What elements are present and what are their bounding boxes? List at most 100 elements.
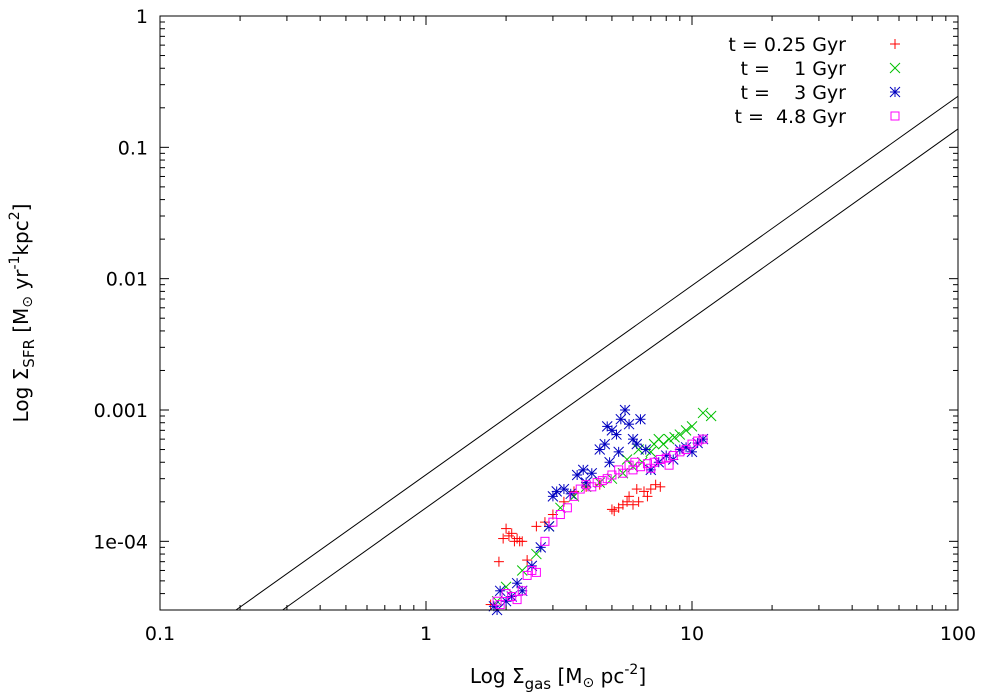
data-point	[512, 595, 522, 605]
relation-upper	[235, 95, 959, 611]
marker-stroke	[571, 469, 583, 481]
marker-stroke	[592, 478, 602, 488]
marker-stroke	[681, 445, 691, 455]
data-point	[705, 410, 717, 422]
data-point	[503, 530, 514, 541]
data-point	[698, 434, 708, 444]
marker-stroke	[527, 565, 537, 575]
marker-stroke	[581, 480, 591, 490]
data-point	[527, 565, 537, 575]
marker-stroke	[631, 438, 643, 450]
data-point	[619, 404, 631, 416]
marker-stroke	[687, 439, 697, 449]
marker-stroke	[500, 581, 512, 593]
marker-stroke	[492, 596, 502, 606]
data-point	[548, 517, 558, 527]
marker-stroke	[540, 536, 550, 546]
marker-stroke	[697, 407, 709, 419]
marker-stroke	[558, 483, 570, 495]
relation-lower	[282, 128, 959, 611]
data-point	[531, 567, 541, 577]
data-point	[592, 478, 602, 488]
data-point	[681, 445, 691, 455]
x-axis-label: Log Σgas [M⊙ pc-2]	[470, 662, 646, 693]
x-tick-label: 10	[680, 623, 704, 645]
series-1	[491, 407, 717, 607]
data-points	[485, 404, 717, 616]
data-point	[675, 447, 685, 457]
marker-stroke	[494, 585, 506, 597]
legend-marker	[889, 62, 901, 74]
marker-stroke	[657, 438, 669, 450]
marker-stroke	[627, 433, 639, 445]
marker-stroke	[692, 437, 703, 449]
data-point	[540, 536, 550, 546]
data-point	[506, 591, 518, 602]
data-point	[697, 407, 709, 419]
data-point	[674, 429, 686, 440]
data-point	[501, 589, 511, 599]
data-point	[633, 496, 644, 507]
series-0	[485, 479, 666, 610]
data-point	[627, 499, 638, 510]
data-point	[611, 429, 622, 440]
y-tick-label: 0.01	[106, 269, 148, 291]
marker-stroke	[693, 436, 703, 446]
y-axis-label: Log ΣSFR [M⊙ yr-1kpc2]	[7, 204, 38, 423]
marker-stroke	[655, 454, 665, 464]
marker-stroke	[680, 424, 692, 436]
series-3	[492, 434, 708, 610]
marker-stroke	[664, 460, 674, 470]
marker-stroke	[697, 433, 709, 445]
plot-frame	[159, 15, 959, 611]
data-point	[601, 421, 613, 432]
x-tick-label: 1	[420, 623, 432, 645]
data-point	[680, 441, 692, 453]
marker-stroke	[642, 459, 652, 469]
marker-stroke	[661, 453, 671, 463]
data-point	[657, 438, 669, 450]
marker-stroke	[635, 462, 645, 472]
marker-stroke	[512, 595, 522, 605]
marker-stroke	[674, 444, 686, 455]
marker-stroke	[580, 477, 592, 488]
data-point	[622, 496, 633, 507]
marker-stroke	[686, 421, 698, 432]
marker-stroke	[889, 62, 901, 74]
marker-stroke	[526, 560, 538, 572]
marker-stroke	[680, 441, 692, 453]
data-point	[640, 444, 652, 455]
marker-stroke	[535, 541, 547, 553]
tick-marks	[159, 15, 959, 611]
marker-stroke	[618, 468, 628, 478]
data-point	[495, 600, 505, 610]
data-point	[599, 438, 611, 450]
data-point	[604, 456, 615, 468]
marker-stroke	[495, 600, 505, 610]
x-tick-label: 0.1	[145, 623, 175, 645]
marker-stroke	[611, 429, 622, 440]
marker-stroke	[562, 503, 572, 513]
y-tick-label: 1e-04	[93, 531, 148, 553]
legend-label: t = 1 Gyr	[741, 58, 847, 80]
data-point	[551, 486, 563, 497]
marker-stroke	[517, 586, 527, 596]
marker-stroke	[501, 589, 511, 599]
series-2	[488, 404, 709, 616]
data-point	[526, 560, 538, 572]
legend-label: t = 0.25 Gyr	[728, 34, 846, 56]
data-point	[581, 480, 591, 490]
marker-stroke	[516, 565, 528, 576]
data-point	[642, 491, 653, 502]
data-point	[516, 565, 528, 576]
legend-label: t = 4.8 Gyr	[734, 106, 846, 128]
marker-stroke	[511, 577, 523, 589]
marker-stroke	[601, 421, 613, 432]
marker-stroke	[613, 446, 625, 458]
data-point	[522, 555, 533, 566]
data-point	[680, 424, 692, 436]
data-point	[631, 484, 642, 495]
data-point	[646, 463, 656, 473]
marker-stroke	[669, 431, 680, 443]
marker-stroke	[635, 413, 646, 425]
